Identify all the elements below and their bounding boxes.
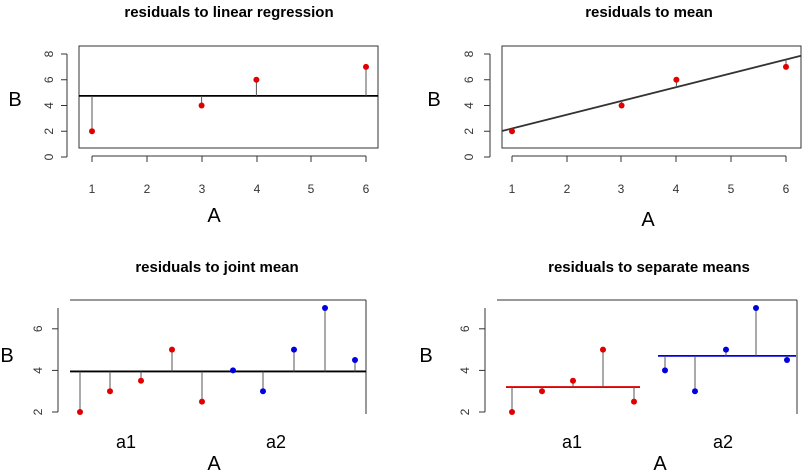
y-tick-label: 2 xyxy=(42,128,56,135)
y-tick-label: 6 xyxy=(42,76,56,83)
panel-3: residuals to joint mean B A 2 4 6 a1 a2 xyxy=(0,259,367,475)
y-tick-label: 4 xyxy=(462,102,476,109)
data-point xyxy=(570,377,576,384)
data-point xyxy=(107,388,113,395)
y-axis-label: B xyxy=(0,345,13,367)
data-point xyxy=(509,409,515,415)
x-tick-label: 5 xyxy=(308,182,315,196)
y-tick-label: 4 xyxy=(458,367,472,374)
data-point xyxy=(89,128,95,135)
x-tick-label: 2 xyxy=(564,182,571,196)
x-tick-label: 4 xyxy=(254,182,261,196)
data-point xyxy=(169,346,175,353)
data-point xyxy=(784,357,790,363)
data-point xyxy=(539,388,545,395)
group-label: a1 xyxy=(562,432,582,452)
y-tick-label: 8 xyxy=(42,50,56,57)
panel-title: residuals to mean xyxy=(585,4,713,21)
group-label: a1 xyxy=(116,432,136,452)
y-axis-label: B xyxy=(419,345,432,367)
y-tick-label: 6 xyxy=(31,325,45,332)
y-tick-label: 2 xyxy=(462,128,476,135)
x-tick-label: 5 xyxy=(728,182,735,196)
plot-box xyxy=(501,45,802,149)
data-point xyxy=(352,357,358,363)
y-tick-label: 6 xyxy=(458,325,472,332)
x-tick-label: 2 xyxy=(144,182,151,196)
data-point xyxy=(673,76,680,83)
y-tick-label: 6 xyxy=(462,76,476,83)
data-point xyxy=(723,346,729,353)
group-label: a2 xyxy=(266,432,286,452)
x-tick-label: 6 xyxy=(783,182,790,196)
fit-line xyxy=(501,54,802,132)
panel-title: residuals to joint mean xyxy=(135,259,298,276)
x-tick-label: 3 xyxy=(199,182,206,196)
y-axis-label: B xyxy=(427,89,440,111)
data-point xyxy=(138,377,144,384)
x-tick-label: 3 xyxy=(618,182,625,196)
data-point xyxy=(77,409,83,415)
y-tick-label: 0 xyxy=(462,153,476,160)
panel-title: residuals to separate means xyxy=(548,259,750,276)
panel-2: residuals to mean B A 0 2 4 6 8 1 2 3 4 5 6 xyxy=(427,4,802,231)
x-tick-label: 6 xyxy=(363,182,370,196)
data-point xyxy=(253,76,260,83)
x-tick-label: 1 xyxy=(89,182,96,196)
data-point xyxy=(618,102,625,109)
data-point xyxy=(692,388,698,395)
data-point xyxy=(291,346,297,353)
data-point xyxy=(260,388,266,395)
data-point xyxy=(198,102,205,109)
data-point xyxy=(631,398,637,405)
panel-title: residuals to linear regression xyxy=(124,4,333,21)
data-point xyxy=(662,367,668,374)
panel-4: residuals to separate means B A 2 4 6 a1 a2 xyxy=(419,259,798,475)
x-axis-label: A xyxy=(207,453,221,475)
data-point xyxy=(509,128,515,135)
x-axis-label: A xyxy=(653,453,667,475)
y-tick-label: 2 xyxy=(458,408,472,415)
y-tick-label: 0 xyxy=(42,153,56,160)
data-point xyxy=(363,63,369,70)
y-tick-label: 8 xyxy=(462,50,476,57)
y-tick-label: 4 xyxy=(42,102,56,109)
y-tick-label: 4 xyxy=(31,367,45,374)
data-point xyxy=(199,398,205,405)
x-axis-label: A xyxy=(207,205,221,227)
group-label: a2 xyxy=(713,432,733,452)
x-axis-label: A xyxy=(641,209,655,231)
x-tick-label: 4 xyxy=(673,182,680,196)
data-point xyxy=(753,305,759,311)
panel-1: residuals to linear regression B A 0 2 4 6 8 1 2 3… xyxy=(8,4,379,227)
data-point xyxy=(322,305,328,311)
plot-box xyxy=(78,45,379,149)
data-point xyxy=(600,346,606,353)
y-tick-label: 2 xyxy=(31,408,45,415)
data-point xyxy=(783,63,789,70)
data-point xyxy=(230,367,236,374)
y-axis-label: B xyxy=(8,89,21,111)
x-tick-label: 1 xyxy=(509,182,516,196)
